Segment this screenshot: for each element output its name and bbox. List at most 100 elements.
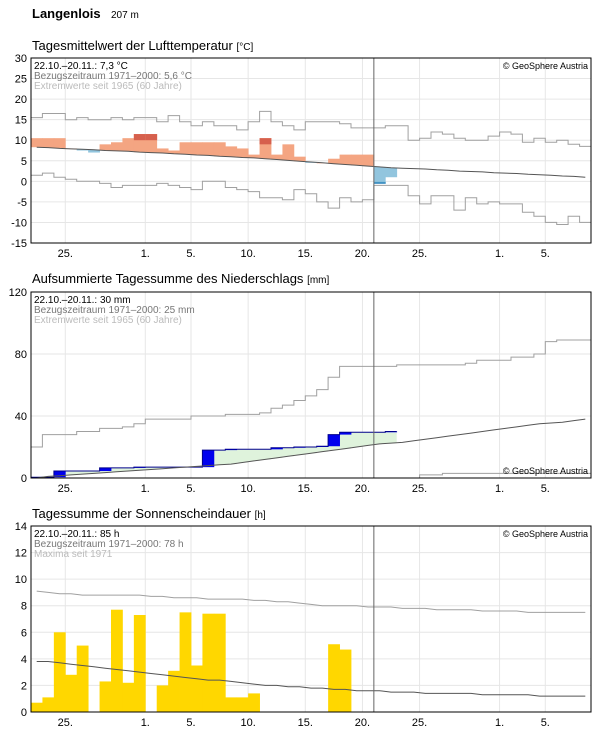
sunshine-chart-title: Tagessumme der Sonnenscheindauer [h] xyxy=(32,506,266,521)
temp-bar xyxy=(293,156,306,162)
temp-min-line xyxy=(31,172,591,225)
precip-daily-bar xyxy=(339,432,352,435)
sunshine-bar xyxy=(168,670,180,712)
plot-frame xyxy=(30,291,592,479)
sunshine-bar xyxy=(213,613,226,712)
temp-bar xyxy=(145,134,158,153)
precip-daily-bar xyxy=(328,434,340,447)
temp-bar-extreme xyxy=(259,138,272,145)
x-tick-label: 25. xyxy=(412,717,427,729)
temp-bar xyxy=(271,154,283,160)
x-tick-label: 1. xyxy=(141,483,150,495)
y-tick-label: 0 xyxy=(21,707,27,719)
copyright-label: © GeoSphere Austria xyxy=(503,466,588,476)
temp-bar-extreme xyxy=(133,134,146,141)
x-tick-label: 25. xyxy=(58,717,73,729)
sunshine-bar xyxy=(225,697,238,712)
temp-bar xyxy=(31,138,43,148)
temp-bar xyxy=(259,138,272,159)
temp-max-line xyxy=(31,110,591,147)
y-tick-label: 2 xyxy=(21,680,27,692)
temp-bar xyxy=(373,166,386,184)
temp-bar-extreme-cold xyxy=(373,181,386,184)
x-tick-label: 5. xyxy=(541,248,550,260)
info-line: Extremwerte seit 1965 (60 Jahre) xyxy=(34,315,182,326)
y-tick-label: 0 xyxy=(21,176,27,188)
y-tick-label: 8 xyxy=(21,601,27,613)
x-tick-label: 15. xyxy=(298,248,313,260)
info-line: 22.10.–20.11.: 85 h xyxy=(34,529,119,540)
y-tick-label: 80 xyxy=(15,349,27,361)
info-line: Extremwerte seit 1965 (60 Jahre) xyxy=(34,81,182,92)
temp-bar xyxy=(225,146,238,157)
temp-bar xyxy=(282,144,295,161)
temp-bar xyxy=(248,154,260,158)
sunshine-bar xyxy=(191,665,203,712)
x-tick-label: 1. xyxy=(495,483,504,495)
x-tick-label: 1. xyxy=(495,717,504,729)
precip-daily-bar xyxy=(99,467,112,472)
x-tick-label: 1. xyxy=(495,248,504,260)
info-line: 22.10.–20.11.: 30 mm xyxy=(34,295,131,306)
info-line: Bezugszeitraum 1971–2000: 5,6 °C xyxy=(34,71,192,82)
x-tick-label: 25. xyxy=(58,483,73,495)
y-tick-label: 10 xyxy=(15,574,27,586)
y-tick-label: -10 xyxy=(11,217,27,229)
temp-bar xyxy=(236,148,249,158)
precip-max-line xyxy=(31,339,591,448)
info-line: Bezugszeitraum 1971–2000: 78 h xyxy=(34,539,184,550)
temp-bar xyxy=(213,142,226,157)
y-tick-label: 10 xyxy=(15,135,27,147)
x-tick-label: 25. xyxy=(412,248,427,260)
precip-daily-bar xyxy=(53,471,66,478)
temp-bar xyxy=(351,154,363,166)
x-tick-label: 15. xyxy=(298,483,313,495)
y-tick-label: 0 xyxy=(21,473,27,485)
temp-bar xyxy=(156,148,169,153)
temp-bar xyxy=(76,149,89,151)
x-tick-label: 25. xyxy=(412,483,427,495)
x-tick-label: 15. xyxy=(298,717,313,729)
x-tick-label: 25. xyxy=(58,248,73,260)
x-tick-label: 10. xyxy=(240,717,255,729)
x-tick-label: 20. xyxy=(355,483,370,495)
sunshine-bar xyxy=(42,697,55,712)
y-tick-label: 120 xyxy=(9,287,27,299)
precip-sum-line xyxy=(31,431,397,478)
sunshine-bar xyxy=(76,645,89,712)
info-line: Bezugszeitraum 1971–2000: 25 mm xyxy=(34,305,195,316)
sunshine-bar xyxy=(328,644,340,712)
x-tick-label: 10. xyxy=(240,248,255,260)
y-tick-label: 12 xyxy=(15,548,27,560)
copyright-label: © GeoSphere Austria xyxy=(503,529,588,539)
y-tick-label: 5 xyxy=(21,156,27,168)
temperature-chart-title: Tagesmittelwert der Lufttemperatur [°C] xyxy=(32,38,253,53)
precip-daily-bar xyxy=(271,447,283,450)
x-tick-label: 10. xyxy=(240,483,255,495)
x-tick-label: 1. xyxy=(141,248,150,260)
sunshine-max-line xyxy=(36,590,586,613)
x-tick-label: 5. xyxy=(186,717,195,729)
temp-bar xyxy=(88,149,100,153)
sunshine-bar xyxy=(99,681,112,712)
sunshine-chart: 14 12 10 8 6 4 2 0 25. 1. 5. 10. 15. 20. 25. 1. 5. 22.10.… xyxy=(15,521,592,729)
temp-bar xyxy=(385,167,398,178)
plot-frame xyxy=(30,57,592,244)
temp-bar xyxy=(202,142,215,156)
y-tick-label: 25 xyxy=(15,74,27,86)
plot-frame xyxy=(30,525,592,713)
y-tick-label: 14 xyxy=(15,521,27,533)
y-tick-label: 20 xyxy=(15,94,27,106)
precipitation-chart: 120 80 40 0 25. 1. 5. 10. 15. 20. 25. 1. 5. 22.10.–20… xyxy=(9,287,592,495)
temp-bar xyxy=(362,154,375,167)
temp-bar xyxy=(111,142,123,151)
y-tick-label: -5 xyxy=(17,197,27,209)
temp-bar xyxy=(53,138,66,149)
temp-bar xyxy=(99,144,112,151)
y-tick-label: 15 xyxy=(15,115,27,127)
x-tick-label: 5. xyxy=(186,248,195,260)
x-tick-label: 5. xyxy=(541,483,550,495)
x-tick-label: 1. xyxy=(141,717,150,729)
info-line: 22.10.–20.11.: 7,3 °C xyxy=(34,61,128,72)
